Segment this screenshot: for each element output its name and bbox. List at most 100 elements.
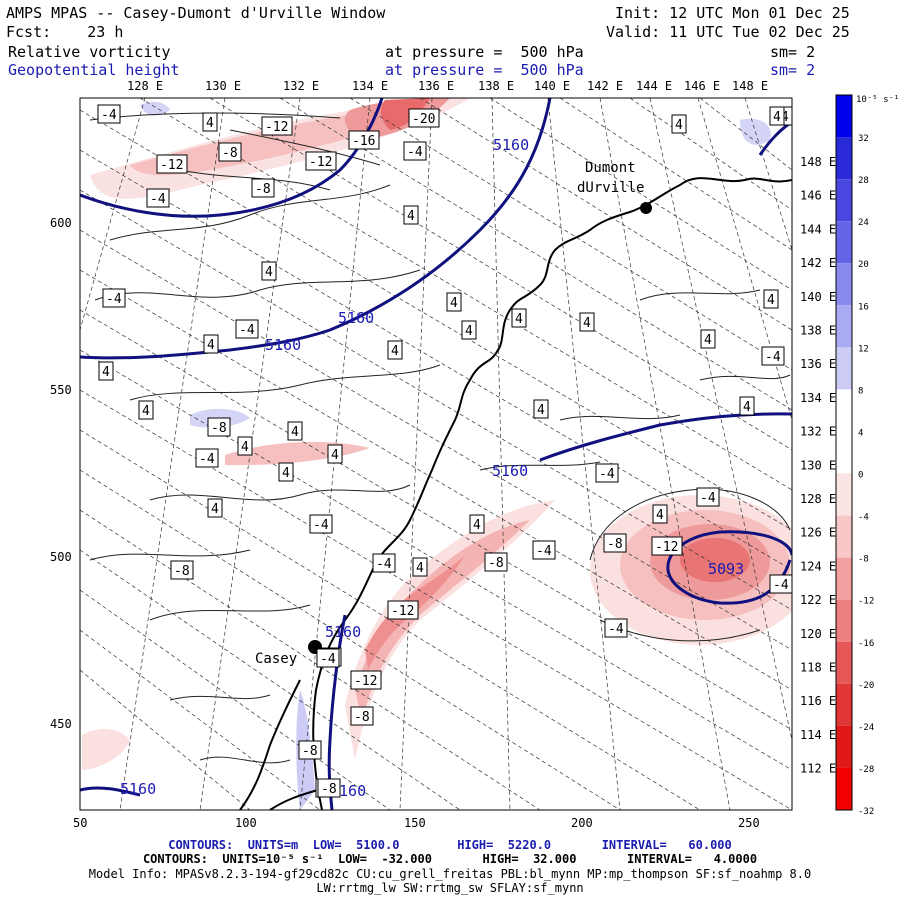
svg-text:4: 4 [473,518,481,533]
top-lon-label: 136 E [418,79,454,93]
vorticity-label: -4 [532,540,556,560]
svg-text:-8: -8 [255,182,271,197]
footer-vorticity-contours: CONTOURS: UNITS=10⁻⁵ s⁻¹ LOW= -32.000 HI… [142,852,758,866]
colorbar-segment [836,431,852,474]
colorbar-segment [836,305,852,348]
vorticity-label: -12 [387,600,419,620]
svg-text:4: 4 [416,561,424,576]
height-label: 5160 [338,309,374,327]
svg-text:-4: -4 [313,518,329,533]
vorticity-label: -8 [350,706,374,726]
top-lon-label: 130 E [205,79,241,93]
init-time: Init: 12 UTC Mon 01 Dec 25 [615,4,850,22]
field2-level: at pressure = 500 hPa [385,61,584,79]
vorticity-label: -8 [170,560,194,580]
right-lon-label: 134 E [800,391,836,405]
svg-text:-4: -4 [150,192,166,207]
shading-positive [140,101,170,116]
vorticity-label: -4 [316,648,340,668]
station-marker-dumont[interactable] [640,202,652,214]
footer-model-info-2: LW:rrtmg_lw SW:rrtmg_sw SFLAY:sf_mynn [316,881,584,895]
svg-text:4: 4 [241,440,249,455]
vorticity-label: 4 [327,444,343,464]
height-labels: 5160 5160 5160 5160 5160 5160 5160 5093 [120,136,744,800]
x-tick: 150 [404,816,426,830]
vorticity-label: -4 [403,141,427,161]
svg-text:4: 4 [407,209,415,224]
x-tick: 100 [235,816,257,830]
vorticity-label: -8 [603,533,627,553]
colorbar: 10⁻⁵ s⁻¹ 32 28 24 20 16 12 8 4 0 -4 -8 -12 -16 -20 -24 -… [835,94,899,817]
svg-text:4: 4 [102,365,110,380]
vorticity-label: -12 [651,536,683,556]
vorticity-label: 4 [412,557,428,577]
vorticity-label: -8 [218,142,242,162]
svg-text:-8: -8 [222,146,238,161]
vorticity-label: -4 [604,618,628,638]
colorbar-segment [836,95,852,138]
vorticity-label: 4 [98,361,114,381]
height-label: 5093 [708,560,744,578]
field2-name: Geopotential height [8,61,180,79]
colorbar-label: 12 [858,344,869,354]
shading-negative [365,555,465,670]
colorbar-frame [835,94,853,811]
footer-height-contours: CONTOURS: UNITS=m LOW= 5100.0 HIGH= 5220… [168,838,732,852]
station-label-dumont: Dumont [585,160,636,176]
top-lon-label: 142 E [587,79,623,93]
right-lon-label: 112 E [800,762,836,776]
y-tick: 600 [50,216,72,230]
vorticity-label: 4 [533,399,549,419]
right-lon-label: 130 E [800,458,836,472]
shading-negative [680,538,750,582]
colorbar-segment [836,263,852,306]
vorticity-label: 4 [202,112,218,132]
vorticity-label: 4 [287,421,303,441]
vorticity-label: -8 [298,740,322,760]
top-lon-label: 138 E [478,79,514,93]
shading-negative [82,728,130,770]
vorticity-label: -12 [261,116,293,136]
colorbar-segment [836,767,852,810]
top-lon-label: 132 E [283,79,319,93]
right-lon-label: 136 E [800,357,836,371]
svg-text:4: 4 [282,466,290,481]
shading-negative [380,98,430,130]
colorbar-segment [836,683,852,726]
height-label: 5160 [493,136,529,154]
vorticity-label: -4 [595,463,619,483]
field2-smooth: sm= 2 [770,61,816,79]
svg-text:-4: -4 [608,622,624,637]
right-lon-label: 138 E [800,324,836,338]
model-title: AMPS MPAS -- Casey-Dumont d'Urville Wind… [6,4,386,22]
colorbar-label: 8 [858,386,863,396]
right-lon-label: 140 E [800,290,836,304]
svg-text:-8: -8 [302,744,318,759]
field1-smooth: sm= 2 [770,43,816,61]
vorticity-label: -8 [251,178,275,198]
field1-level: at pressure = 500 hPa [385,43,584,61]
vorticity-label: 4 [469,514,485,534]
vorticity-label: -4 [102,288,126,308]
vorticity-label: 4 [207,498,223,518]
height-label: 5160 [325,623,361,641]
right-lon-label: 128 E [800,492,836,506]
svg-text:-4: -4 [320,652,336,667]
right-lon-label: 116 E [800,694,836,708]
station-label-dumont-2: dUrville [577,180,644,196]
y-axis-ticks: 600 550 500 450 [50,216,72,731]
colorbar-label: 16 [858,302,869,312]
vorticity-label: -4 [309,514,333,534]
svg-text:4: 4 [773,110,781,125]
height-contours [80,98,792,810]
right-lon-label: 148 E [800,155,836,169]
vorticity-label: -4 [769,574,793,594]
svg-text:-12: -12 [655,540,678,555]
vorticity-label: 4 [461,320,477,340]
top-lon-label: 134 E [352,79,388,93]
svg-text:-4: -4 [765,350,781,365]
colorbar-segment [836,179,852,222]
colorbar-segment [836,641,852,684]
colorbar-label: 28 [858,176,869,186]
colorbar-label: 32 [858,134,869,144]
